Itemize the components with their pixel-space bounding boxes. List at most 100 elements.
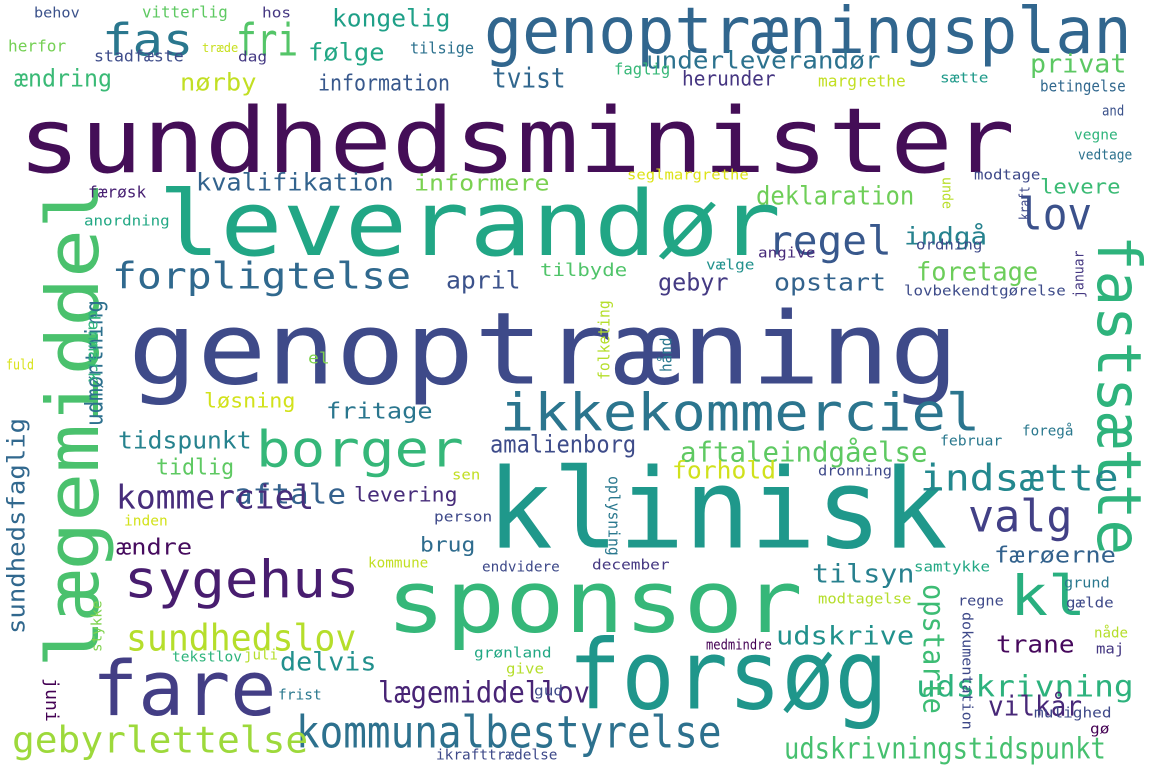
word: anordning (84, 213, 170, 230)
word: kommune (368, 555, 429, 572)
word: kvalifikation (196, 169, 394, 198)
word: folketing (595, 300, 614, 380)
word: informere (414, 169, 550, 197)
word: gebyr (658, 269, 729, 298)
word: valg (968, 489, 1073, 543)
word: indgå (904, 223, 988, 252)
word: sætte (940, 70, 989, 87)
word: information (318, 69, 451, 97)
word: fare (92, 645, 277, 734)
word: underleverandør (646, 47, 881, 76)
word: stykke (89, 600, 106, 652)
word: grund (1064, 575, 1110, 592)
word: el (308, 349, 330, 368)
word: april (446, 267, 521, 296)
word: nåde (1094, 625, 1129, 642)
word: sponsor (386, 552, 803, 653)
word: fastsætte (1082, 235, 1153, 556)
word: angive (758, 245, 816, 262)
word: fri (236, 13, 299, 67)
word: person (434, 509, 493, 526)
word: vegne (1074, 127, 1118, 144)
word: sundhedsminister (18, 88, 1015, 194)
word: lov (1018, 187, 1093, 241)
word: kl (1010, 564, 1087, 630)
word: tilsyn (812, 558, 915, 590)
word: forsøg (568, 619, 889, 732)
word: modtagelse (818, 591, 912, 608)
word: juni (42, 678, 63, 722)
word: and (1102, 103, 1125, 120)
word: genoptræning (128, 291, 959, 408)
word: kommunalbestyrelse (296, 705, 722, 759)
word: ændring (14, 65, 113, 94)
word: udskrive (776, 620, 915, 652)
word: dokumentation (958, 612, 975, 730)
word: regne (958, 593, 1004, 610)
word: fritage (326, 397, 433, 425)
word: borger (256, 419, 464, 479)
word: fas (102, 13, 194, 67)
word: oplysning (604, 476, 623, 556)
word: februar (940, 433, 1003, 450)
word: ordning (916, 237, 983, 254)
word: brug (420, 533, 476, 558)
word: levering (354, 483, 458, 508)
word: forhold (672, 457, 777, 486)
word: herfor (8, 37, 67, 56)
word: unde (938, 177, 955, 210)
word: følge (308, 39, 385, 68)
word: faglig (614, 60, 671, 79)
word: ikrafttrædelse (436, 747, 558, 764)
word: aftaleindgåelse (680, 436, 928, 470)
word: endvidere (482, 559, 560, 576)
word: betingelse (1040, 77, 1126, 96)
word: grønland (474, 645, 552, 662)
word: gælde (1066, 595, 1114, 612)
word: danmark (84, 310, 103, 383)
word: færøerne (994, 541, 1116, 569)
word: januar (1071, 250, 1088, 298)
word: tilsige (410, 39, 475, 58)
word: levere (1040, 175, 1121, 200)
word: fuld (6, 357, 35, 374)
word: stadfæste (94, 47, 184, 66)
word: gebyrlettelse (12, 718, 309, 762)
word: december (592, 557, 670, 574)
word: delvis (280, 646, 377, 678)
word: tekstlov (172, 649, 243, 666)
word: regel (768, 217, 892, 265)
word: vilkår (988, 690, 1083, 724)
word: maj (1096, 641, 1125, 658)
word: indsætte (920, 456, 1119, 500)
word: nørby (180, 69, 257, 98)
word: lægemiddellov (378, 674, 590, 711)
word: herunder (682, 67, 776, 92)
word: genoptræningsplan (484, 0, 1132, 69)
word: inden (124, 513, 168, 530)
word: sundhedsfaglig (3, 417, 32, 634)
word: lægemiddel (31, 180, 116, 668)
word: ikkekommerciel (500, 383, 981, 444)
word: gud (534, 683, 564, 700)
word: foregå (1022, 423, 1074, 440)
word: vælge (706, 257, 755, 274)
word: gø (1090, 721, 1110, 738)
word: margrethe (818, 72, 906, 91)
word: løsning (204, 389, 296, 414)
word: klinisk (487, 445, 948, 574)
word: samtykke (914, 559, 991, 576)
word: opstarte (915, 584, 952, 714)
word: mulighed (1034, 705, 1112, 722)
word: behov (34, 5, 80, 23)
word: seglmargrethe (627, 167, 749, 184)
word: give (506, 661, 545, 678)
word: deklaration (756, 180, 915, 212)
word: modtage (974, 167, 1041, 184)
word: vedtage (1078, 147, 1133, 164)
word: tvist (492, 62, 566, 96)
word: privat (1030, 48, 1127, 80)
word: tilbyde (540, 259, 628, 280)
word: udmøntning (81, 300, 110, 426)
